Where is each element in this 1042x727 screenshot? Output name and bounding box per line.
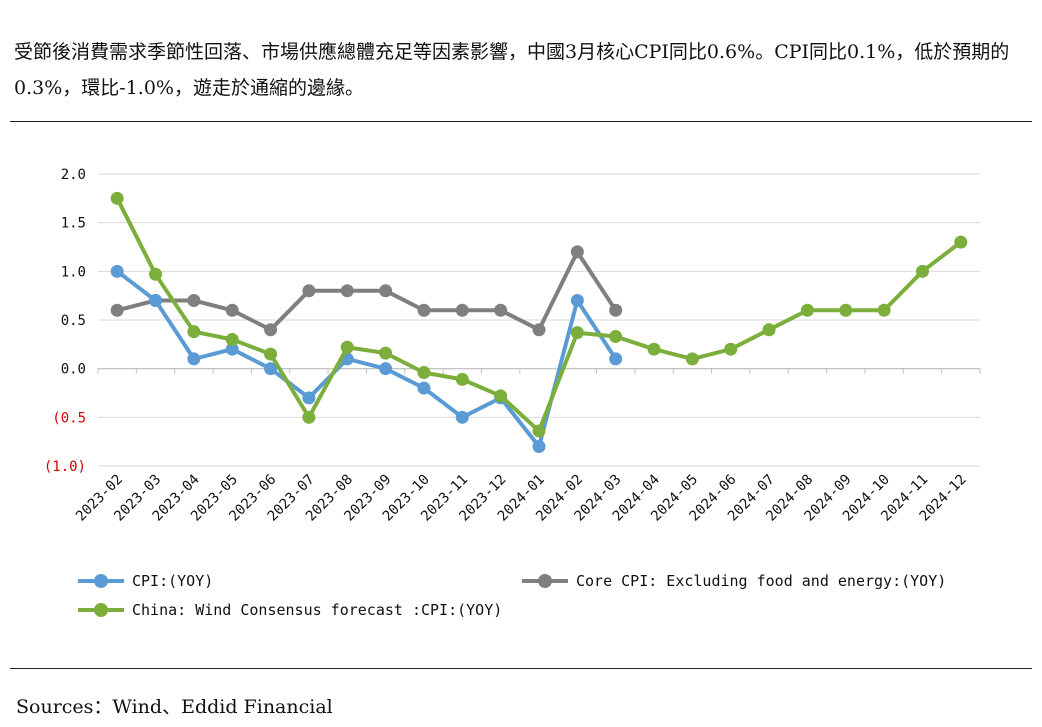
legend-label-forecast: China: Wind Consensus forecast :CPI:(YOY…	[132, 601, 503, 619]
bottom-divider	[10, 668, 1032, 669]
data-point	[494, 303, 508, 317]
data-point	[264, 347, 278, 361]
data-point	[110, 264, 124, 278]
data-point	[340, 340, 354, 354]
legend-label-core-cpi: Core CPI: Excluding food and energy:(YOY…	[576, 572, 947, 590]
data-point	[417, 381, 431, 395]
y-tick-label: 2.0	[61, 167, 86, 183]
data-point	[340, 284, 354, 298]
legend-label-cpi: CPI:(YOY)	[132, 572, 214, 590]
legend-swatch-core-cpi	[522, 574, 568, 588]
legend-item-core-cpi: Core CPI: Excluding food and energy:(YOY…	[522, 572, 946, 590]
data-point	[877, 303, 891, 317]
data-point	[379, 284, 393, 298]
data-point	[302, 391, 316, 405]
data-point	[110, 191, 124, 205]
data-point	[455, 410, 469, 424]
data-point	[570, 326, 584, 340]
data-point	[724, 342, 738, 356]
chart-area: 2.0 1.5 1.0 0.5 0.0 (0.5 (1.0) 2023-02 2023-03 20…	[0, 130, 1042, 660]
sources-note: Sources：Wind、Eddid Financial	[16, 696, 333, 718]
data-point	[264, 323, 278, 337]
legend-item-forecast: China: Wind Consensus forecast :CPI:(YOY…	[78, 601, 502, 619]
data-point	[379, 362, 393, 376]
y-tick-label: 1.5	[61, 216, 86, 232]
legend-swatch-cpi	[78, 574, 124, 588]
legend-item-cpi: CPI:(YOY)	[78, 572, 213, 590]
data-point	[455, 372, 469, 386]
data-point	[455, 303, 469, 317]
series-line	[115, 269, 618, 449]
data-point	[187, 294, 201, 308]
data-point	[187, 325, 201, 339]
data-point	[915, 264, 929, 278]
legend-swatch-forecast	[78, 603, 124, 617]
data-point	[532, 424, 546, 438]
legend-marker	[94, 603, 108, 617]
data-point	[609, 352, 623, 366]
data-point	[110, 303, 124, 317]
data-point	[417, 366, 431, 380]
data-point	[570, 245, 584, 259]
y-tick-label: 0.5	[61, 313, 86, 329]
legend-marker	[538, 574, 552, 588]
data-point	[225, 332, 239, 346]
data-point	[187, 352, 201, 366]
legend-marker	[94, 574, 108, 588]
data-point	[685, 352, 699, 366]
data-point	[379, 346, 393, 360]
data-point	[225, 342, 239, 356]
y-tick-label: 0.0	[61, 362, 86, 378]
data-point	[302, 284, 316, 298]
data-point	[417, 303, 431, 317]
data-point	[494, 389, 508, 403]
data-point	[570, 294, 584, 308]
y-tick-label: (1.0)	[44, 459, 86, 475]
data-point	[609, 330, 623, 344]
data-point	[839, 303, 853, 317]
data-point	[532, 323, 546, 337]
summary-text: 受節後消費需求季節性回落、市場供應總體充足等因素影響，中國3月核心CPI同比0.…	[14, 41, 1010, 99]
cpi-line-chart: 2.01.51.00.50.0(0.5(1.0)2023-022023-0320…	[44, 167, 981, 525]
y-tick-label: 1.0	[61, 264, 86, 280]
data-point	[149, 294, 163, 308]
data-point	[609, 303, 623, 317]
data-point	[225, 303, 239, 317]
data-point	[302, 410, 316, 424]
data-point	[532, 440, 546, 454]
data-point	[762, 323, 776, 337]
data-point	[647, 342, 661, 356]
data-point	[954, 235, 968, 249]
data-point	[264, 362, 278, 376]
data-point	[800, 303, 814, 317]
top-divider	[10, 121, 1032, 122]
series-line	[115, 249, 618, 332]
y-tick-label: (0.5	[52, 410, 86, 426]
data-point	[149, 267, 163, 281]
